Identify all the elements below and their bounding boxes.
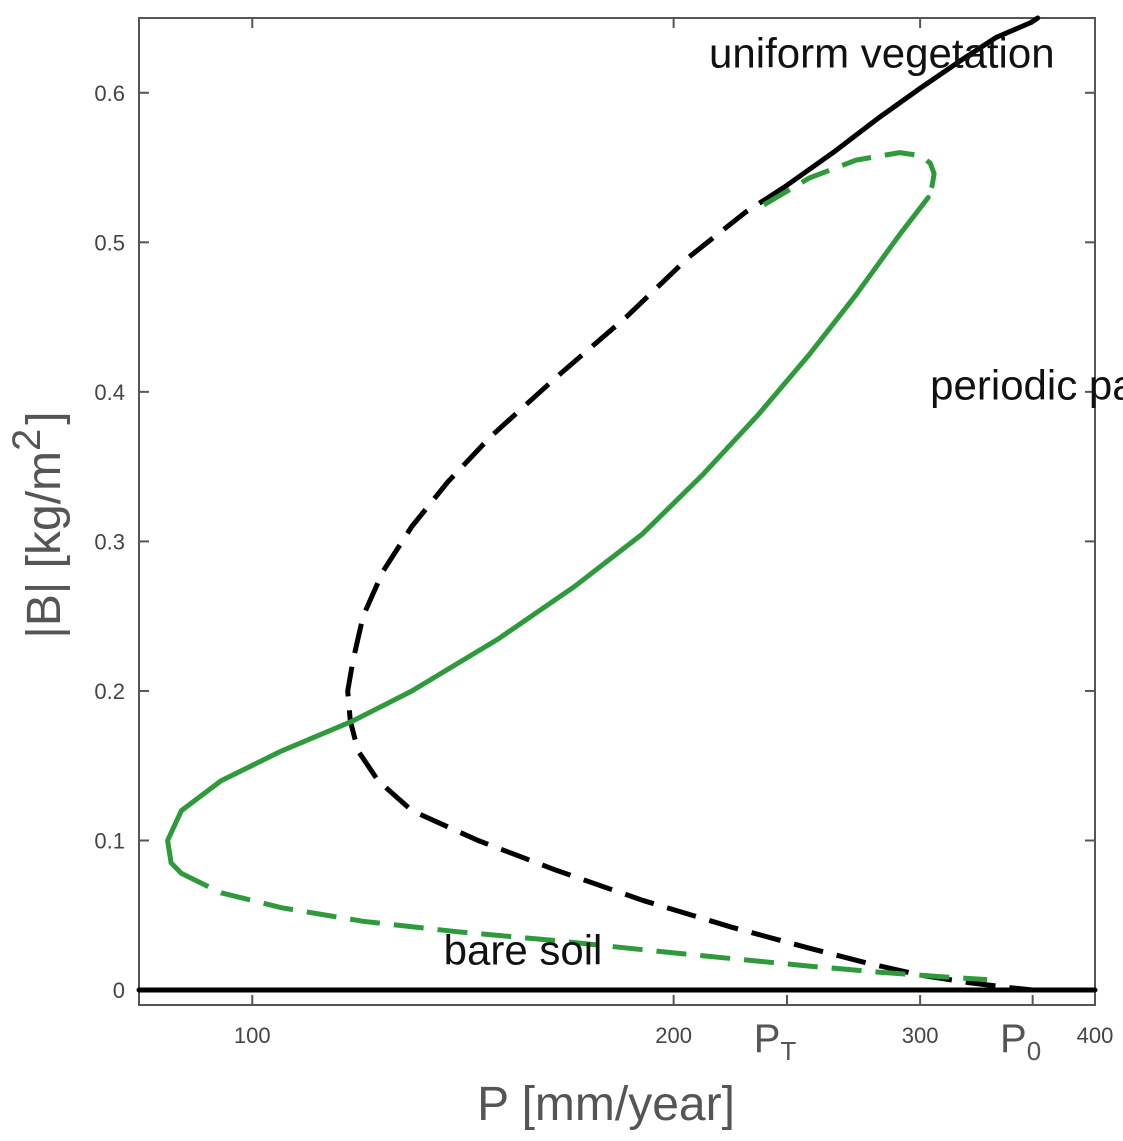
y-tick-label: 0.4 — [94, 380, 125, 405]
special-x-tick-label: P0 — [1000, 1017, 1041, 1066]
y-tick-label: 0.2 — [94, 679, 125, 704]
series-line-3-dashed — [345, 184, 1033, 993]
plot-frame — [138, 17, 1096, 1006]
y-axis-title-close: ] — [18, 411, 71, 424]
special-x-tick-label: PT — [754, 1017, 797, 1066]
y-axis-title-sup: 2 — [5, 429, 49, 451]
annotation-bare-soil: bare soil — [444, 927, 603, 974]
series-line-2-solid — [782, 15, 1041, 190]
axis-ticks: 0 0.1 0.2 0.3 0.4 0.5 0.6 100 200 300 400 PT P0 — [94, 18, 1113, 1066]
y-tick-label: 0.3 — [94, 529, 125, 554]
series-line-6-dashed — [180, 871, 988, 983]
y-axis-title: |B| [kg/m2] — [5, 411, 71, 638]
special-x-tick-subscript: T — [780, 1036, 796, 1066]
y-tick-label: 0.1 — [94, 829, 125, 854]
series-group — [136, 15, 1098, 993]
special-x-tick-subscript: 0 — [1027, 1036, 1041, 1066]
series-line-4-dashed — [762, 150, 937, 208]
y-tick-label: 0.5 — [94, 230, 125, 255]
x-axis-title: P [mm/year] — [477, 1078, 735, 1131]
annotation-periodic-pattern: periodic pattern — [930, 361, 1123, 408]
annotation-uniform-vegetation: uniform vegetation — [709, 29, 1055, 76]
x-tick-label: 200 — [655, 1023, 692, 1048]
x-tick-label: 300 — [902, 1023, 939, 1048]
x-tick-label: 400 — [1077, 1023, 1114, 1048]
y-axis-title-main: |B| [kg/m — [18, 451, 71, 639]
y-tick-label: 0 — [113, 978, 125, 1003]
series-line-5-solid — [165, 195, 931, 876]
y-tick-label: 0.6 — [94, 81, 125, 106]
x-tick-label: 100 — [234, 1023, 271, 1048]
